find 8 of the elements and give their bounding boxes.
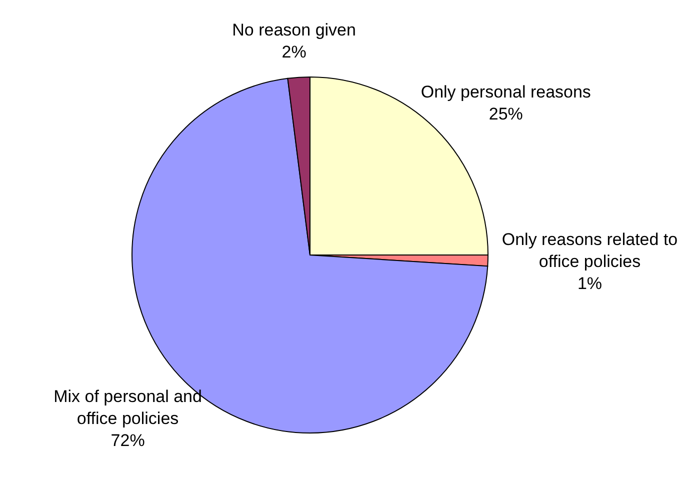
data-label: 72% xyxy=(110,431,145,450)
slice-label: Mix of personal and office policies xyxy=(54,387,202,428)
slice-label: No reason given xyxy=(232,20,356,40)
slice-label: Only reasons related to office policies xyxy=(502,230,678,272)
data-label: 1% xyxy=(577,274,602,294)
data-label: 2% xyxy=(282,42,306,62)
slice-label: Only personal reasons xyxy=(420,82,591,102)
data-label: 25% xyxy=(488,104,523,124)
